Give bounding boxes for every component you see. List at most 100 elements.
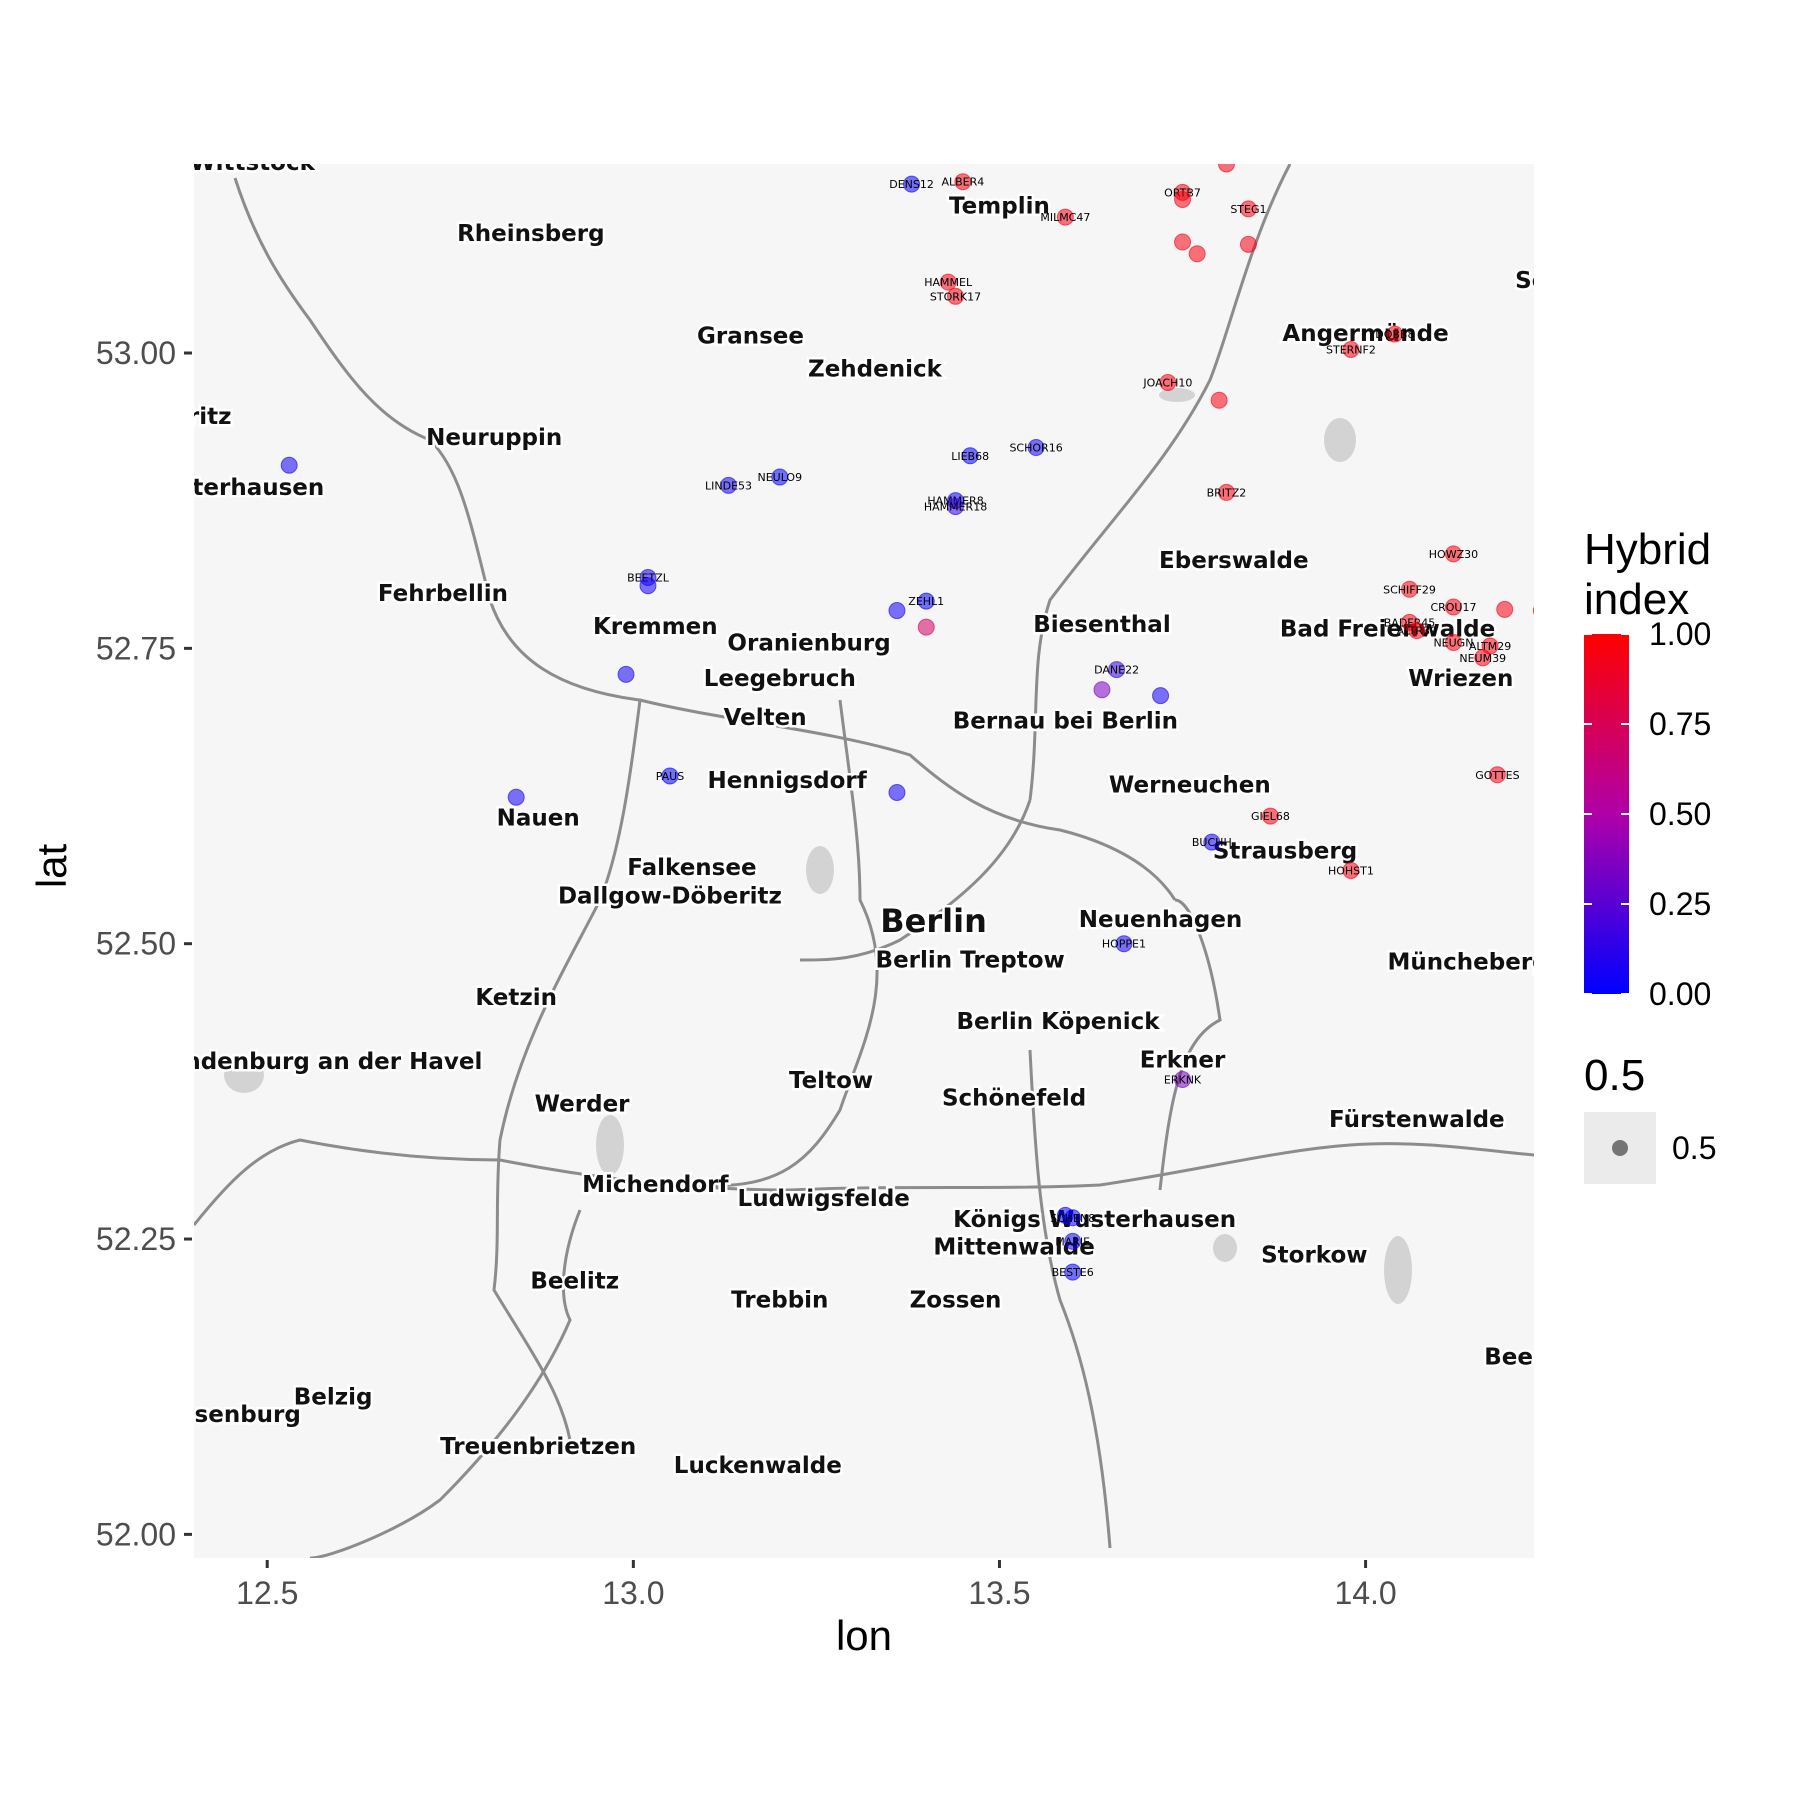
basemap-roads: [194, 164, 1534, 1558]
sample-point[interactable]: [1188, 245, 1206, 263]
sample-point[interactable]: [280, 456, 298, 474]
sample-point[interactable]: [720, 476, 738, 494]
sample-point[interactable]: [1532, 603, 1549, 619]
sample-point-label: HOHST1: [1328, 864, 1374, 877]
sample-point[interactable]: [1217, 483, 1235, 501]
sample-point[interactable]: [1174, 190, 1192, 208]
place-name: Königs Wusterhausen: [953, 1207, 1236, 1233]
sample-point[interactable]: [1474, 649, 1492, 667]
place-name: Müncheberg: [1388, 950, 1549, 976]
y-axis: 52.00 52.25 52.50 52.75 53.00: [96, 335, 192, 1552]
place-name: Berlin Köpenick: [956, 1009, 1160, 1035]
color-bar-tick-label: 0.50: [1649, 796, 1711, 832]
sample-point[interactable]: [903, 175, 921, 193]
place-name: Treuenbrietzen: [440, 1434, 636, 1460]
sample-point[interactable]: [1444, 633, 1462, 651]
place-name: Neuenhagen: [1079, 907, 1243, 933]
sample-point-label: STERNF2: [1326, 343, 1376, 356]
place-name: Oranienburg: [727, 631, 890, 657]
place-name: Wiesenburg: [146, 1402, 301, 1428]
sample-point[interactable]: [507, 788, 525, 806]
place-name: Fürstenwalde: [1329, 1107, 1505, 1133]
sample-point[interactable]: [1093, 681, 1111, 699]
sample-point[interactable]: [1210, 391, 1228, 409]
sample-point[interactable]: [1408, 622, 1426, 640]
place-name: Falkensee: [627, 855, 756, 881]
color-bar-ticks: 0.00 0.25 0.50 0.75 1.00: [1584, 616, 1711, 1012]
place-name: Trebbin: [731, 1288, 828, 1314]
place-name: Rheinsberg: [457, 221, 605, 247]
place-name: Velten: [724, 705, 807, 731]
color-legend-title-line2: index: [1584, 575, 1689, 624]
sample-point[interactable]: [1488, 766, 1506, 784]
place-name: Neuruppin: [426, 425, 562, 451]
sample-point[interactable]: [961, 447, 979, 465]
y-axis-tick-label: 53.00: [96, 335, 176, 371]
place-name: Schwedt: [1515, 268, 1626, 294]
sample-point[interactable]: [1174, 1071, 1192, 1089]
sample-point-label: JOACH10: [1142, 377, 1192, 390]
sample-point[interactable]: [1386, 325, 1404, 343]
sample-point[interactable]: [1261, 807, 1279, 825]
place-name: Ketzin: [475, 985, 557, 1011]
sample-point[interactable]: [1115, 935, 1133, 953]
place-name: Wriezen: [1408, 666, 1513, 692]
color-bar-tick-label: 0.00: [1649, 976, 1711, 1012]
sample-point[interactable]: [917, 592, 935, 610]
sample-point[interactable]: [1064, 1232, 1082, 1250]
place-name: Strausberg: [1213, 839, 1357, 865]
x-axis-tick-label: 12.5: [236, 1575, 298, 1611]
sample-point[interactable]: [888, 783, 906, 801]
sample-point-label: HOWZ30: [1429, 548, 1478, 561]
sample-point[interactable]: [939, 273, 957, 291]
sample-point-label: SCHIFF29: [1383, 583, 1436, 596]
sample-point[interactable]: [1444, 545, 1462, 563]
sample-point[interactable]: [1401, 580, 1419, 598]
sample-point[interactable]: [954, 173, 972, 191]
map-background: [194, 164, 1534, 1558]
sample-point[interactable]: [917, 618, 935, 636]
sample-point[interactable]: [947, 287, 965, 305]
sample-point[interactable]: [1064, 1209, 1082, 1227]
map-panel[interactable]: Wittstock Rheinsberg Templin GranseeZehdeni…: [137, 150, 1626, 1558]
sample-point[interactable]: [947, 498, 965, 516]
sample-point-label: ALTR39: [1397, 625, 1438, 638]
sample-point[interactable]: [1239, 235, 1257, 253]
place-name: Wusterhausen: [137, 475, 324, 501]
sample-point-label: NEULO9: [757, 471, 802, 484]
sample-point-label: LINDE53: [705, 479, 752, 492]
color-bar-tick-label: 0.25: [1649, 886, 1711, 922]
place-name: Hennigsdorf: [707, 768, 867, 794]
sample-point-label: HAMMER18: [924, 501, 987, 514]
sample-point[interactable]: [639, 577, 657, 595]
sample-point[interactable]: [1342, 861, 1360, 879]
sample-point-label: PAUS: [656, 770, 685, 783]
sample-point[interactable]: [661, 767, 679, 785]
sample-point[interactable]: [617, 665, 635, 683]
sample-point[interactable]: [1174, 233, 1192, 251]
place-name: Brandenburg an der Havel: [140, 1049, 482, 1075]
sample-point[interactable]: [1108, 661, 1126, 679]
sample-point[interactable]: [1159, 374, 1177, 392]
sample-point[interactable]: [1152, 687, 1170, 705]
sample-point-label: NEUGN: [1433, 636, 1473, 649]
place-name: Nauen: [497, 806, 580, 832]
sample-point[interactable]: [1444, 598, 1462, 616]
place-name: Ludwigsfelde: [738, 1186, 910, 1212]
x-axis-tick-label: 13.5: [968, 1575, 1030, 1611]
sample-point[interactable]: [1342, 340, 1360, 358]
sample-point[interactable]: [888, 602, 906, 620]
sample-point-label: ZEHL1: [908, 595, 944, 608]
place-name: Beelitz: [530, 1269, 619, 1295]
sample-point[interactable]: [1203, 833, 1221, 851]
x-axis: 12.5 13.0 13.5 14.0: [236, 1560, 1397, 1611]
sample-point[interactable]: [1056, 208, 1074, 226]
sample-point[interactable]: [1027, 439, 1045, 457]
sample-point[interactable]: [1064, 1263, 1082, 1281]
sample-point[interactable]: [771, 468, 789, 486]
sample-point[interactable]: [1239, 200, 1257, 218]
sample-point[interactable]: [1217, 156, 1235, 173]
place-name: Erkner: [1140, 1048, 1226, 1074]
sample-point[interactable]: [1496, 600, 1514, 618]
